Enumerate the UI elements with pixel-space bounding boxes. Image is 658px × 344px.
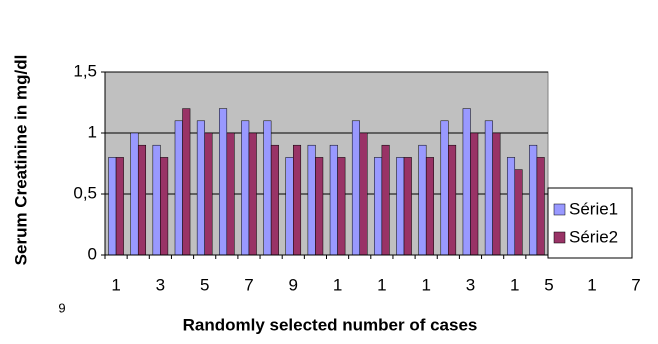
x-tick-label: 1 bbox=[421, 275, 430, 294]
bar bbox=[448, 144, 457, 256]
bar bbox=[226, 132, 235, 256]
y-tick-label: 0 bbox=[88, 244, 97, 263]
bar bbox=[359, 132, 368, 256]
bar bbox=[115, 157, 124, 256]
legend-label: Série2 bbox=[569, 227, 618, 246]
bar bbox=[307, 144, 316, 256]
bar bbox=[219, 108, 228, 256]
x-tick-label-overflow: 1 bbox=[587, 275, 596, 294]
bar bbox=[536, 157, 545, 256]
bar bbox=[329, 144, 338, 256]
legend-swatch bbox=[553, 231, 566, 244]
bar bbox=[248, 132, 257, 256]
bar bbox=[440, 120, 449, 256]
bar bbox=[396, 157, 405, 256]
legend-label: Série1 bbox=[569, 199, 618, 218]
bar bbox=[351, 120, 360, 256]
bar bbox=[293, 144, 302, 256]
x-tick-label: 7 bbox=[244, 275, 253, 294]
bar bbox=[506, 157, 516, 256]
plot-area bbox=[104, 71, 549, 256]
bar bbox=[196, 120, 205, 256]
y-tick-label: 1 bbox=[88, 122, 97, 141]
bar bbox=[425, 157, 434, 256]
y-axis-title: Serum Creatinine in mg/dl bbox=[11, 55, 30, 266]
bar bbox=[484, 120, 493, 256]
bar bbox=[381, 144, 390, 256]
bar bbox=[152, 144, 161, 256]
x-tick-label-overflow: 9 bbox=[58, 300, 65, 315]
bar bbox=[130, 132, 139, 256]
bar bbox=[337, 157, 346, 256]
x-tick-label-overflow: 5 bbox=[544, 275, 553, 294]
bar bbox=[137, 144, 147, 256]
bar bbox=[160, 157, 169, 256]
bar bbox=[374, 157, 383, 256]
x-tick-label: 1 bbox=[377, 275, 386, 294]
bar bbox=[108, 157, 117, 256]
bar bbox=[270, 144, 279, 256]
x-tick-label: 1 bbox=[510, 275, 519, 294]
y-tick-label: 1,5 bbox=[73, 61, 97, 80]
bar bbox=[285, 157, 294, 256]
x-tick-label: 9 bbox=[289, 275, 298, 294]
bar bbox=[182, 108, 191, 256]
x-tick-label-overflow: 7 bbox=[631, 275, 640, 294]
bar bbox=[403, 157, 412, 256]
legend-swatch bbox=[553, 203, 566, 216]
bar bbox=[204, 132, 213, 256]
bar bbox=[418, 144, 427, 256]
y-tick-label: 0,5 bbox=[73, 183, 97, 202]
x-tick-label: 3 bbox=[466, 275, 475, 294]
x-tick-label: 1 bbox=[111, 275, 120, 294]
bar bbox=[174, 120, 183, 256]
bar bbox=[263, 120, 272, 256]
bar bbox=[492, 132, 501, 256]
x-tick-label: 3 bbox=[156, 275, 165, 294]
bar bbox=[241, 120, 250, 256]
x-tick-label: 1 bbox=[333, 275, 342, 294]
legend-box bbox=[547, 187, 633, 259]
bar bbox=[315, 157, 324, 256]
x-axis-title: Randomly selected number of cases bbox=[183, 315, 478, 334]
bar bbox=[529, 144, 538, 256]
x-tick-label: 5 bbox=[200, 275, 209, 294]
bar bbox=[462, 108, 471, 256]
bar bbox=[470, 132, 479, 256]
bar bbox=[514, 169, 523, 256]
